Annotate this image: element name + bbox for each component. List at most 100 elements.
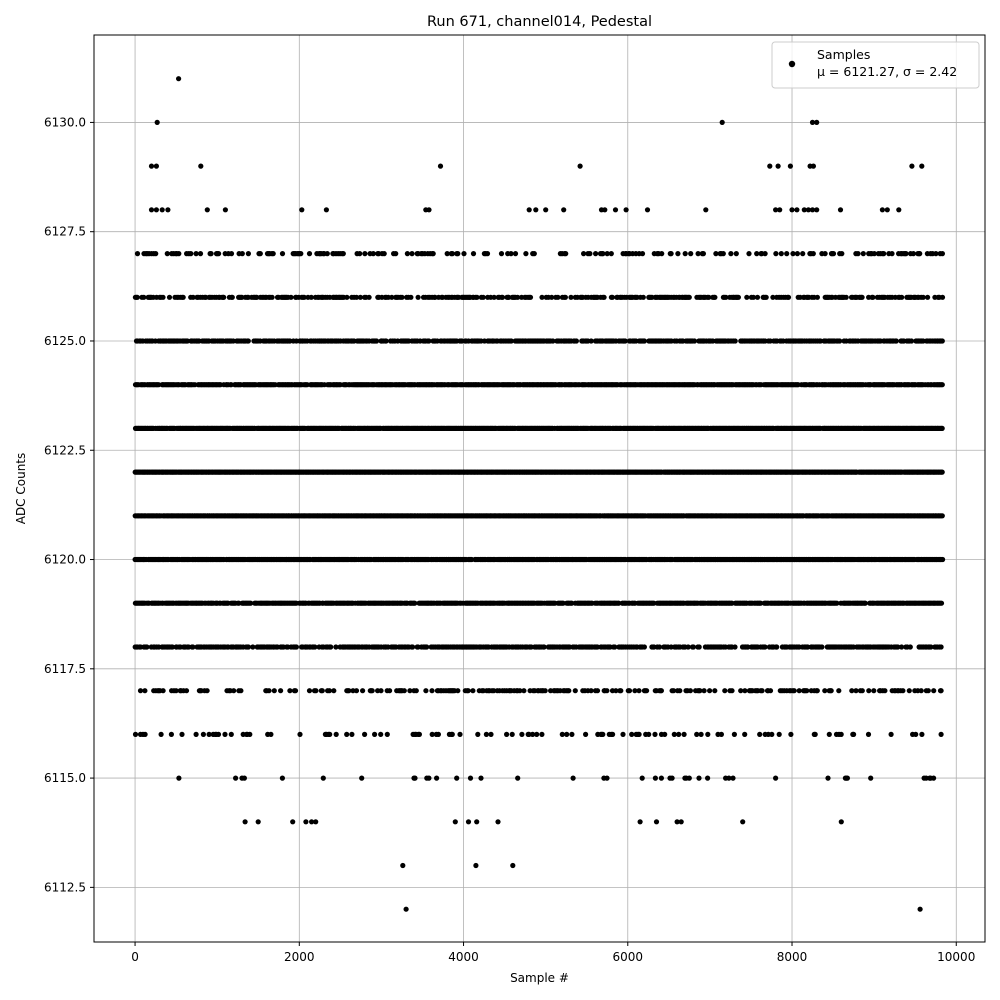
data-point [730, 775, 736, 781]
data-point [190, 644, 196, 650]
data-point [526, 731, 532, 738]
data-point [297, 731, 303, 738]
data-point [697, 688, 703, 694]
data-point [604, 775, 610, 781]
data-point [200, 731, 206, 738]
data-point [353, 688, 360, 694]
data-point [928, 644, 934, 650]
data-point [509, 731, 515, 738]
data-point [233, 775, 239, 781]
data-point [814, 688, 820, 694]
data-point [718, 731, 725, 738]
data-point [757, 731, 763, 738]
data-point [685, 644, 691, 650]
data-point [179, 731, 185, 738]
data-point [539, 731, 545, 738]
data-point [326, 688, 332, 694]
data-point [369, 688, 375, 694]
data-point [470, 688, 476, 694]
data-point [918, 688, 924, 694]
data-point [849, 688, 855, 694]
data-point [646, 731, 652, 738]
data-point [804, 688, 810, 694]
data-point [333, 731, 339, 738]
data-point [759, 688, 765, 694]
data-point [413, 688, 419, 694]
data-point [454, 775, 460, 781]
data-point [600, 731, 606, 738]
data-point [541, 644, 547, 650]
data-point [612, 644, 618, 650]
data-point [160, 688, 166, 694]
data-point [652, 775, 659, 781]
data-point [346, 688, 352, 694]
data-point [907, 644, 913, 650]
data-point [416, 731, 422, 738]
data-point [705, 775, 711, 781]
data-point [696, 775, 702, 781]
data-point [738, 688, 744, 694]
data-point [483, 731, 489, 738]
data-point [478, 775, 484, 781]
data-point [378, 731, 384, 738]
data-point [626, 688, 633, 694]
data-point [434, 775, 440, 781]
data-point [387, 688, 393, 694]
data-point [604, 688, 610, 694]
data-point [636, 731, 642, 738]
data-point [475, 731, 481, 738]
data-point [266, 688, 272, 694]
data-point [865, 731, 872, 738]
data-point [359, 775, 365, 781]
data-point [331, 688, 337, 694]
data-point [426, 775, 432, 781]
data-point [812, 731, 818, 738]
data-point [931, 688, 937, 694]
data-point [895, 644, 901, 650]
data-point [378, 688, 384, 694]
data-point [838, 731, 844, 738]
data-point [731, 731, 738, 738]
data-point [669, 775, 675, 781]
data-point [758, 600, 764, 606]
data-point [467, 775, 474, 781]
data-point [504, 731, 510, 738]
data-point [313, 688, 319, 694]
data-point [279, 775, 285, 781]
data-point [677, 688, 683, 694]
data-point [732, 644, 738, 650]
data-point [690, 644, 697, 650]
data-point [384, 731, 390, 738]
data-point [168, 731, 174, 738]
data-point [796, 688, 802, 694]
data-point [278, 688, 284, 694]
data-point [899, 644, 905, 650]
data-point [566, 688, 572, 694]
data-point [588, 688, 594, 694]
data-point [844, 775, 851, 781]
data-point [412, 775, 418, 781]
data-point [564, 731, 570, 738]
data-point [629, 731, 635, 738]
data-point [423, 688, 429, 694]
data-point [407, 688, 413, 694]
data-point [742, 688, 748, 694]
data-point [906, 688, 912, 694]
data-point [676, 731, 682, 738]
data-point [862, 600, 868, 606]
data-point [412, 600, 418, 606]
data-point [851, 731, 857, 738]
data-point [658, 775, 665, 781]
data-point [362, 731, 368, 738]
data-point [268, 731, 274, 738]
data-point [620, 731, 626, 738]
data-point [401, 688, 407, 694]
data-point [636, 688, 642, 694]
data-point [868, 775, 874, 781]
data-point [686, 775, 692, 781]
data-point [687, 688, 694, 694]
data-point [306, 688, 313, 694]
data-point [938, 644, 944, 650]
data-point [632, 688, 638, 694]
